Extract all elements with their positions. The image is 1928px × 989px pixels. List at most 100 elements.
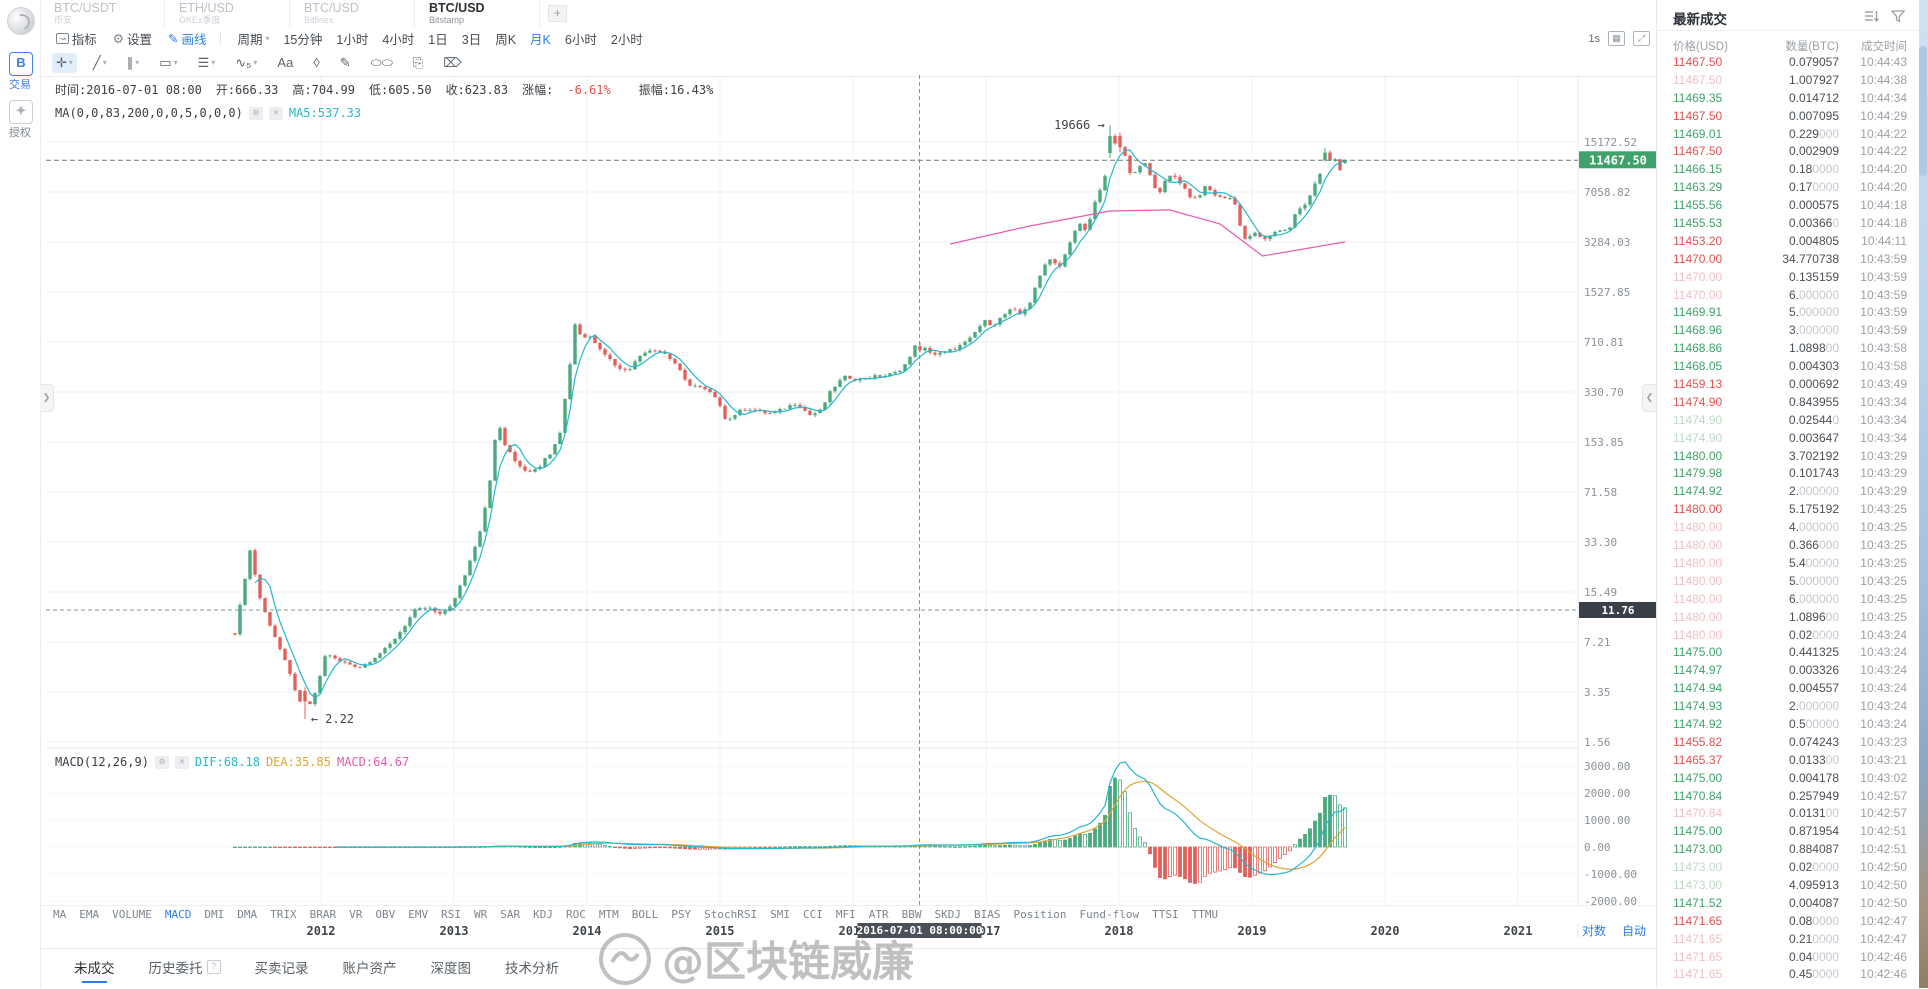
trade-row[interactable]: 11467.50 1.007927 10:44:38 bbox=[1657, 73, 1919, 91]
trade-row[interactable]: 11475.00 0.441325 10:43:24 bbox=[1657, 645, 1919, 663]
trade-row[interactable]: 11468.05 0.004303 10:43:58 bbox=[1657, 359, 1919, 377]
trade-row[interactable]: 11471.52 0.004087 10:42:50 bbox=[1657, 896, 1919, 914]
trade-row[interactable]: 11465.37 0.013300 10:43:21 bbox=[1657, 753, 1919, 771]
trendline-tool[interactable]: ╱ ▾ bbox=[89, 53, 111, 73]
parallel-lines-tool[interactable]: ∥ ▾ bbox=[123, 53, 144, 73]
indicator-tab-fund-flow[interactable]: Fund-flow bbox=[1079, 908, 1140, 921]
indicator-tab-cci[interactable]: CCI bbox=[802, 908, 823, 921]
magnet-tool[interactable]: ⬭⬭ bbox=[367, 53, 397, 73]
candlestick-chart[interactable]: 11467.50 11.76 15172.52 7058.82 3284.03 1527.… bbox=[40, 0, 1660, 948]
filter-icon[interactable] bbox=[1891, 9, 1905, 23]
fullscreen-button[interactable]: ⤢ bbox=[1633, 31, 1650, 46]
trade-row[interactable]: 11475.00 0.004178 10:43:02 bbox=[1657, 771, 1919, 789]
indicator-tab-stochrsi[interactable]: StochRSI bbox=[704, 908, 758, 921]
indicator-tab-sar[interactable]: SAR bbox=[500, 908, 521, 921]
trade-row[interactable]: 11455.82 0.074243 10:43:23 bbox=[1657, 735, 1919, 753]
trade-row[interactable]: 11474.97 0.003326 10:43:24 bbox=[1657, 663, 1919, 681]
sidebar-expander[interactable]: ❯ bbox=[40, 384, 54, 412]
indicator-tab-ttsi[interactable]: TTSI bbox=[1152, 908, 1179, 921]
trade-row[interactable]: 11480.00 5.175192 10:43:25 bbox=[1657, 502, 1919, 520]
timeframe-2小时[interactable]: 2小时 bbox=[610, 32, 643, 47]
trade-row[interactable]: 11453.20 0.004805 10:44:11 bbox=[1657, 234, 1919, 252]
sort-icon[interactable] bbox=[1864, 9, 1879, 23]
trade-row[interactable]: 11467.50 0.007095 10:44:29 bbox=[1657, 109, 1919, 127]
trade-row[interactable]: 11469.01 0.229000 10:44:22 bbox=[1657, 127, 1919, 145]
timeframe-6小时[interactable]: 6小时 bbox=[564, 32, 597, 47]
trade-row[interactable]: 11467.50 0.002909 10:44:22 bbox=[1657, 144, 1919, 162]
rectangle-tool[interactable]: ▭ ▾ bbox=[155, 53, 181, 73]
symbol-tab-btc-usdt[interactable]: BTC/USDT 币安 bbox=[40, 0, 165, 27]
trade-row[interactable]: 11480.00 6.000000 10:43:25 bbox=[1657, 592, 1919, 610]
indicator-button[interactable]: ↝ 指标 bbox=[56, 29, 97, 48]
clone-tool[interactable]: ⎘ bbox=[409, 53, 427, 73]
scrollbar[interactable] bbox=[1919, 46, 1927, 176]
ma-settings-icon[interactable]: ⚙ bbox=[248, 106, 263, 120]
log-scale-button[interactable]: 对数 bbox=[1582, 923, 1606, 938]
indicator-tab-kdj[interactable]: KDJ bbox=[533, 908, 553, 921]
trade-row[interactable]: 11479.98 0.101743 10:43:29 bbox=[1657, 466, 1919, 484]
bottom-tab-技术分析[interactable]: 技术分析 bbox=[505, 957, 559, 981]
trade-row[interactable]: 11480.00 5.400000 10:43:25 bbox=[1657, 556, 1919, 574]
indicator-tab-dma[interactable]: DMA bbox=[237, 908, 258, 921]
indicator-tab-ttmu[interactable]: TTMU bbox=[1191, 908, 1219, 921]
app-logo-icon[interactable] bbox=[7, 7, 35, 35]
timeframe-4小时[interactable]: 4小时 bbox=[382, 32, 415, 47]
trade-row[interactable]: 11471.65 0.080000 10:42:47 bbox=[1657, 914, 1919, 932]
layout-grid-button[interactable]: ▦ bbox=[1608, 31, 1625, 46]
indicator-tab-ma[interactable]: MA bbox=[53, 908, 67, 921]
timeframe-月K[interactable]: 月K bbox=[530, 32, 551, 47]
trade-row[interactable]: 11474.90 0.003647 10:43:34 bbox=[1657, 431, 1919, 449]
eraser-tool[interactable]: ◊ bbox=[309, 53, 323, 72]
indicator-tab-mfi[interactable]: MFI bbox=[835, 908, 856, 921]
indicator-tab-bias[interactable]: BIAS bbox=[973, 908, 1001, 921]
indicator-tab-brar[interactable]: BRAR bbox=[309, 908, 337, 921]
trade-row[interactable]: 11455.56 0.000575 10:44:18 bbox=[1657, 198, 1919, 216]
indicator-tab-skdj[interactable]: SKDJ bbox=[934, 908, 961, 921]
timeframe-15分钟[interactable]: 15分钟 bbox=[283, 32, 323, 47]
wave-tool[interactable]: ∿₅ ▾ bbox=[231, 53, 261, 73]
symbol-tab-eth-usd[interactable]: ETH/USD OKEx季度 bbox=[165, 0, 290, 27]
trade-row[interactable]: 11470.00 6.000000 10:43:59 bbox=[1657, 288, 1919, 306]
indicator-tab-trix[interactable]: TRIX bbox=[270, 908, 297, 921]
trade-row[interactable]: 11474.93 2.000000 10:43:24 bbox=[1657, 699, 1919, 717]
trade-row[interactable]: 11455.53 0.003660 10:44:18 bbox=[1657, 216, 1919, 234]
indicator-tab-emv[interactable]: EMV bbox=[408, 908, 429, 921]
panel-collapser[interactable]: ❮ bbox=[1642, 384, 1656, 412]
indicator-tab-bbw[interactable]: BBW bbox=[901, 908, 922, 921]
indicator-tab-roc[interactable]: ROC bbox=[566, 908, 586, 921]
bottom-tab-账户资产[interactable]: 账户资产 bbox=[343, 957, 397, 981]
timeframe-1日[interactable]: 1日 bbox=[428, 32, 448, 47]
bottom-tab-未成交[interactable]: 未成交 bbox=[74, 957, 115, 983]
trade-row[interactable]: 11474.94 0.004557 10:43:24 bbox=[1657, 681, 1919, 699]
crosshair-tool[interactable]: ✛ ▾ bbox=[52, 52, 77, 73]
bottom-tab-深度图[interactable]: 深度图 bbox=[431, 957, 472, 981]
draw-button[interactable]: ✎ 画线 bbox=[167, 31, 207, 47]
indicator-tab-dmi[interactable]: DMI bbox=[204, 908, 225, 921]
symbol-tab-btc-usd[interactable]: BTC/USD Bitfinex bbox=[290, 0, 415, 27]
indicator-tab-atr[interactable]: ATR bbox=[868, 908, 889, 921]
trade-row[interactable]: 11474.92 2.000000 10:43:29 bbox=[1657, 484, 1919, 502]
trade-row[interactable]: 11470.84 0.257949 10:42:57 bbox=[1657, 789, 1919, 807]
trade-row[interactable]: 11480.00 0.020000 10:43:24 bbox=[1657, 628, 1919, 646]
trade-row[interactable]: 11468.86 1.089800 10:43:58 bbox=[1657, 341, 1919, 359]
indicator-tab-mtm[interactable]: MTM bbox=[598, 908, 619, 921]
indicator-tab-ema[interactable]: EMA bbox=[79, 908, 100, 921]
trade-row[interactable]: 11480.00 1.089600 10:43:25 bbox=[1657, 610, 1919, 628]
indicator-tab-psy[interactable]: PSY bbox=[671, 908, 692, 921]
add-tab-button[interactable]: + bbox=[548, 5, 567, 22]
indicator-tab-obv[interactable]: OBV bbox=[375, 908, 396, 921]
trade-row[interactable]: 11466.15 0.180000 10:44:20 bbox=[1657, 162, 1919, 180]
ma-close-icon[interactable]: ✕ bbox=[268, 106, 283, 120]
trade-row[interactable]: 11463.29 0.170000 10:44:20 bbox=[1657, 180, 1919, 198]
trade-row[interactable]: 11471.65 0.210000 10:42:47 bbox=[1657, 932, 1919, 950]
trade-icon[interactable]: B bbox=[9, 52, 33, 76]
trade-row[interactable]: 11469.91 5.000000 10:43:59 bbox=[1657, 305, 1919, 323]
delete-tool[interactable]: ⌦ bbox=[439, 53, 465, 73]
indicator-tab-volume[interactable]: VOLUME bbox=[112, 908, 152, 921]
trade-row[interactable]: 11480.00 5.000000 10:43:25 bbox=[1657, 574, 1919, 592]
indicator-tab-macd[interactable]: MACD bbox=[164, 908, 192, 921]
trades-list[interactable]: 11467.50 0.079057 10:44:43 11467.50 1.007927… bbox=[1657, 55, 1919, 988]
trade-row[interactable]: 11474.90 0.843955 10:43:34 bbox=[1657, 395, 1919, 413]
macd-close-icon[interactable]: ✕ bbox=[174, 755, 189, 769]
refresh-interval-label[interactable]: 1s bbox=[1588, 32, 1600, 45]
